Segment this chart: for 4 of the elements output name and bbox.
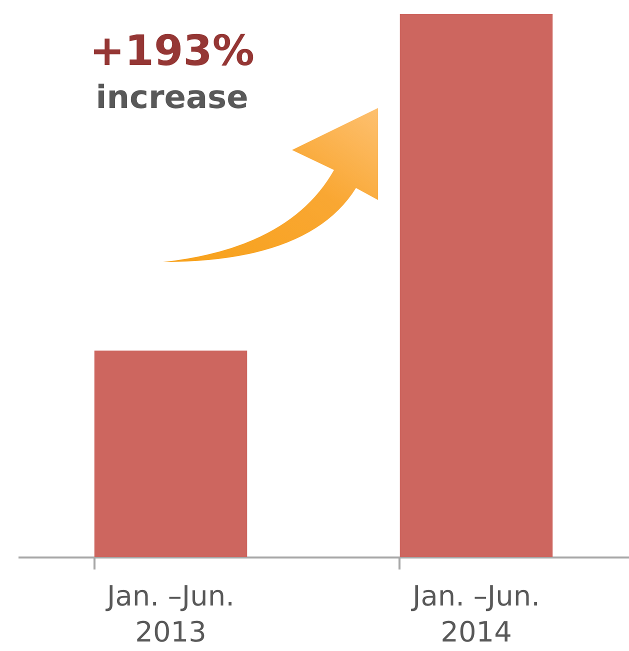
annotation: increase — [96, 78, 248, 116]
x-tick-label: Jan. –Jun. 2013 — [104, 580, 235, 648]
annotation: +193% — [90, 26, 254, 75]
x-tick-label: Jan. –Jun. 2014 — [410, 580, 540, 648]
